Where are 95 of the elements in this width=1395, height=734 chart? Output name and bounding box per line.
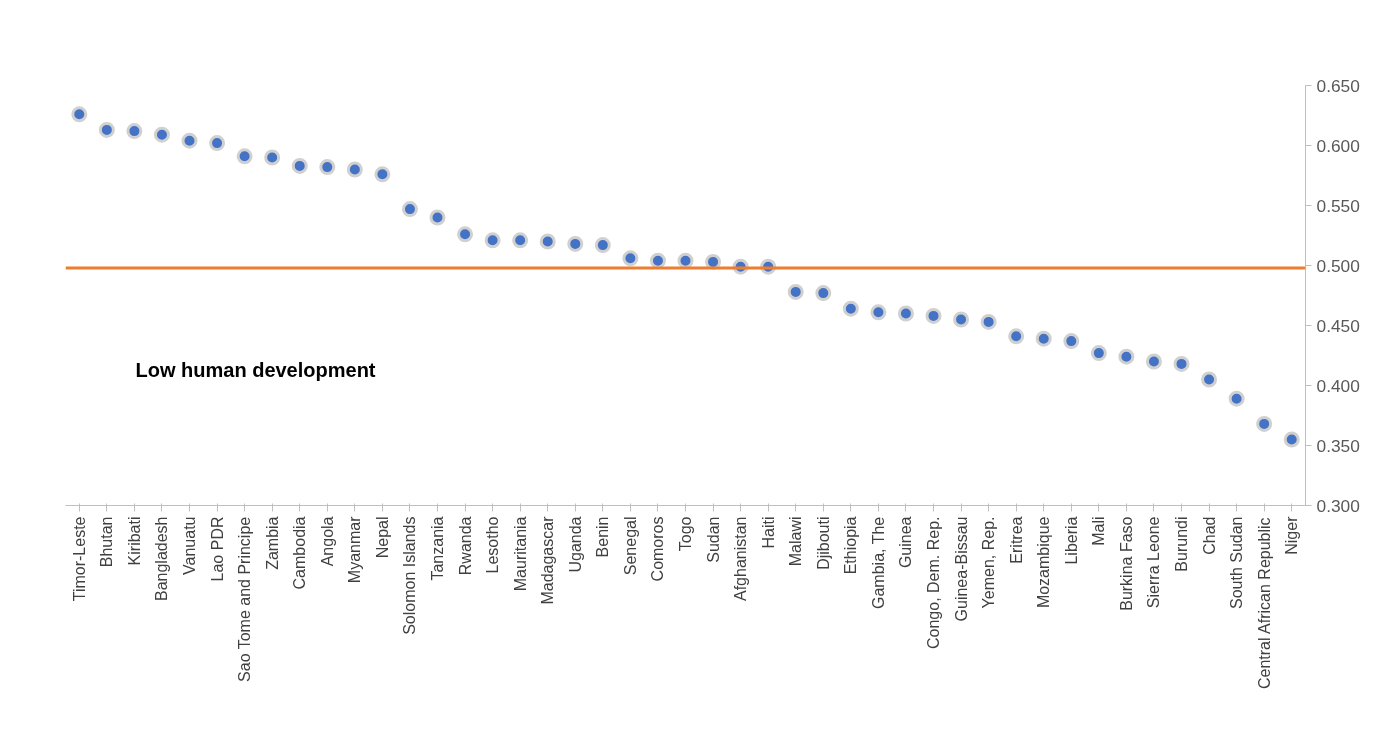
point bbox=[842, 300, 859, 317]
point bbox=[1173, 355, 1190, 372]
y-tick-label: 0.400 bbox=[1316, 375, 1360, 396]
point bbox=[401, 201, 418, 218]
point bbox=[291, 157, 308, 174]
point bbox=[264, 149, 281, 166]
point bbox=[71, 106, 88, 123]
point bbox=[1256, 415, 1273, 432]
x-tick-label: Bhutan bbox=[98, 516, 116, 568]
x-tick-label: South Sudan bbox=[1228, 516, 1246, 610]
y-tick-label: 0.300 bbox=[1316, 495, 1360, 516]
point bbox=[126, 123, 143, 140]
x-tick-label: Sierra Leone bbox=[1145, 516, 1163, 609]
point bbox=[925, 307, 942, 324]
x-tick-label: Tanzania bbox=[429, 516, 446, 581]
x-tick-label: Congo, Dem. Rep. bbox=[925, 516, 942, 650]
x-tick-label: Myanmar bbox=[346, 515, 364, 584]
point bbox=[953, 311, 970, 328]
point bbox=[787, 283, 804, 300]
x-tick-label: Lesotho bbox=[484, 516, 502, 574]
x-tick-label: Togo bbox=[677, 516, 694, 552]
point bbox=[512, 232, 529, 249]
x-tick-label: Angola bbox=[318, 516, 336, 567]
point bbox=[319, 159, 336, 176]
x-tick-label: Niger bbox=[1283, 515, 1301, 555]
x-tick-label: Mozambique bbox=[1035, 516, 1053, 609]
point bbox=[181, 132, 198, 149]
x-tick-label: Mauritania bbox=[511, 516, 529, 592]
point bbox=[1228, 390, 1245, 407]
point bbox=[622, 250, 639, 267]
x-tick-label: Chad bbox=[1200, 516, 1218, 555]
x-tick-label: Mali bbox=[1090, 516, 1108, 546]
x-tick-label: Ethiopia bbox=[842, 516, 860, 575]
x-tick-label: Eritrea bbox=[1007, 516, 1025, 564]
point bbox=[98, 121, 115, 138]
x-tick-label: Uganda bbox=[566, 516, 584, 573]
point bbox=[594, 237, 611, 254]
x-tick-label: Sao Tome and Principe bbox=[236, 516, 254, 682]
x-tick-label: Sudan bbox=[704, 516, 722, 563]
x-tick-label: Haiti bbox=[759, 516, 777, 549]
point bbox=[567, 235, 584, 252]
x-tick-label: Madagascar bbox=[539, 515, 557, 605]
point bbox=[1035, 330, 1052, 347]
y-tick-label: 0.450 bbox=[1316, 315, 1360, 336]
x-tick-label: Guinea bbox=[897, 516, 915, 569]
point bbox=[457, 226, 474, 243]
point bbox=[236, 148, 253, 165]
x-tick-label: Djibouti bbox=[814, 516, 832, 570]
point bbox=[897, 305, 914, 322]
point bbox=[1283, 431, 1300, 448]
x-tick-label: Benin bbox=[594, 516, 612, 558]
x-tick-label: Afghanistan bbox=[732, 516, 750, 602]
x-tick-label: Solomon Islands bbox=[401, 516, 419, 635]
x-tick-label: Timor-Leste bbox=[70, 516, 88, 602]
point bbox=[815, 285, 832, 302]
point bbox=[153, 126, 170, 143]
x-tick-label: Comoros bbox=[649, 516, 667, 582]
point bbox=[1118, 348, 1135, 365]
x-tick-label: Liberia bbox=[1062, 516, 1080, 565]
y-tick-label: 0.550 bbox=[1316, 195, 1360, 216]
x-tick-label: Yemen, Rep. bbox=[980, 516, 998, 609]
x-tick-label: Gambia, The bbox=[869, 516, 887, 609]
point bbox=[539, 233, 556, 250]
point bbox=[1063, 333, 1080, 350]
x-tick-label: Burkina Faso bbox=[1117, 516, 1135, 611]
annotation: Low human development bbox=[135, 358, 376, 381]
x-tick-label: Rwanda bbox=[456, 516, 474, 576]
point bbox=[1008, 328, 1025, 345]
point bbox=[209, 135, 226, 152]
point bbox=[980, 313, 997, 330]
x-tick-label: Malawi bbox=[787, 516, 805, 567]
x-tick-label: Kiribati bbox=[125, 516, 143, 566]
point bbox=[870, 304, 887, 321]
y-tick-label: 0.650 bbox=[1316, 75, 1360, 96]
x-tick-label: Central African Republic bbox=[1255, 517, 1273, 690]
x-tick-label: Guinea-Bissau bbox=[952, 516, 970, 622]
point bbox=[1090, 345, 1107, 362]
x-tick-label: Cambodia bbox=[291, 516, 309, 590]
x-tick-label: Lao PDR bbox=[208, 516, 226, 582]
y-tick-label: 0.600 bbox=[1316, 135, 1360, 156]
x-tick-label: Nepal bbox=[373, 516, 391, 559]
x-tick-label: Bangladesh bbox=[153, 516, 171, 602]
y-tick-label: 0.350 bbox=[1316, 435, 1360, 456]
point bbox=[1201, 371, 1218, 388]
point bbox=[649, 252, 666, 269]
y-tick-label: 0.500 bbox=[1316, 255, 1360, 276]
point bbox=[484, 232, 501, 249]
x-tick-label: Senegal bbox=[621, 516, 639, 576]
point bbox=[346, 161, 363, 178]
x-tick-label: Vanuatu bbox=[181, 516, 198, 575]
point bbox=[429, 209, 446, 226]
point bbox=[1145, 353, 1162, 370]
x-tick-label: Burundi bbox=[1173, 516, 1190, 572]
point bbox=[374, 166, 391, 183]
x-tick-label: Zambia bbox=[263, 516, 281, 570]
